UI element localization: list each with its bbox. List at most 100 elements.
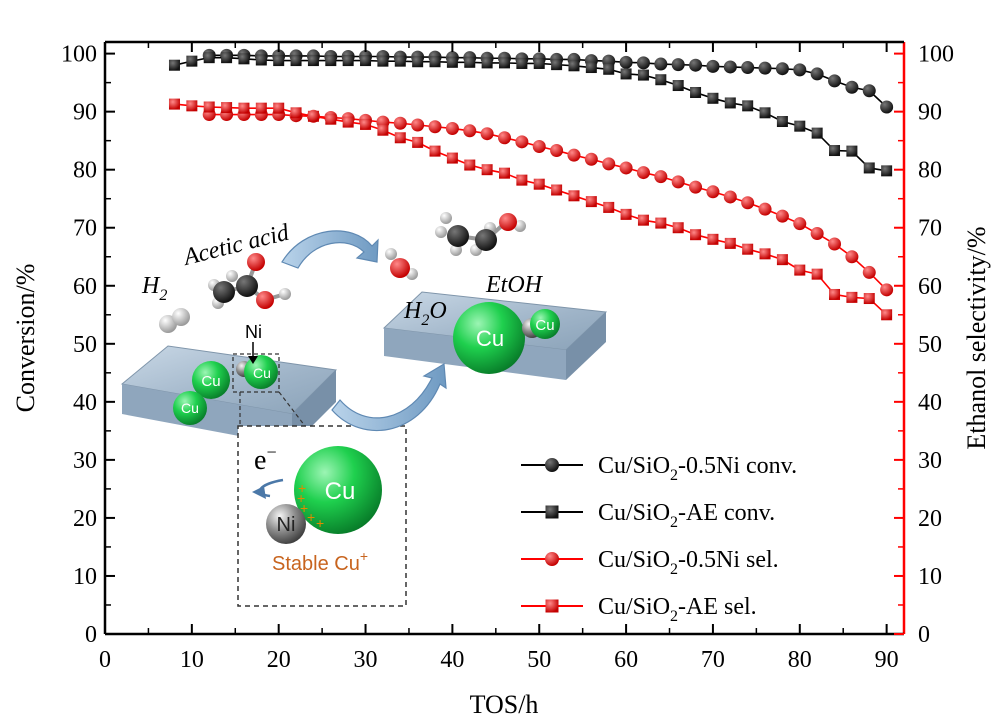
data-point bbox=[412, 136, 424, 148]
data-point bbox=[584, 152, 598, 166]
x-tick-label: 40 bbox=[440, 647, 464, 673]
data-point bbox=[602, 157, 616, 171]
data-point bbox=[828, 74, 842, 88]
data-point bbox=[445, 121, 459, 135]
data-point bbox=[862, 265, 876, 279]
h2-molecule bbox=[159, 308, 190, 333]
data-point bbox=[811, 268, 823, 280]
h2o-label: H2O bbox=[403, 298, 447, 329]
data-point bbox=[881, 165, 893, 177]
data-point bbox=[811, 127, 823, 139]
data-point bbox=[238, 53, 250, 65]
legend-entry: Cu/SiO2-AE conv. bbox=[521, 500, 775, 531]
data-point bbox=[758, 202, 772, 216]
data-point bbox=[846, 291, 858, 303]
zoom-box-small bbox=[232, 353, 280, 393]
cu-particle bbox=[453, 302, 525, 374]
svg-text:Ni: Ni bbox=[277, 514, 296, 536]
data-point bbox=[775, 209, 789, 223]
data-point bbox=[498, 131, 511, 145]
data-point bbox=[724, 237, 736, 249]
data-point bbox=[775, 62, 789, 76]
data-point bbox=[863, 162, 875, 174]
data-point bbox=[533, 178, 545, 190]
y-axis-title-right: Ethanol selectivity/% bbox=[962, 226, 991, 449]
svg-text:+: + bbox=[298, 480, 306, 496]
legend-entry: Cu/SiO2-0.5Ni conv. bbox=[521, 453, 797, 484]
data-point bbox=[412, 56, 424, 68]
y-right-tick-label: 80 bbox=[918, 158, 942, 184]
data-point bbox=[342, 116, 354, 128]
data-point bbox=[464, 56, 476, 68]
y-right-tick-label: 30 bbox=[918, 448, 942, 474]
data-point bbox=[516, 174, 528, 186]
y-tick-label: 30 bbox=[73, 448, 97, 474]
data-point bbox=[568, 60, 580, 72]
svg-text:Cu: Cu bbox=[181, 400, 199, 416]
data-point bbox=[568, 190, 580, 202]
data-point bbox=[464, 159, 476, 171]
series-1 bbox=[202, 48, 894, 114]
data-point bbox=[360, 55, 372, 67]
data-point bbox=[307, 110, 319, 122]
y-right-tick-label: 0 bbox=[918, 622, 930, 648]
data-point bbox=[342, 55, 354, 67]
data-point bbox=[516, 57, 528, 69]
data-point bbox=[360, 118, 372, 130]
cu-particle bbox=[192, 361, 230, 399]
legend: Cu/SiO2-0.5Ni conv. Cu/SiO2-AE conv. Cu/Si… bbox=[521, 453, 797, 625]
acetic-acid-molecule bbox=[208, 253, 291, 309]
data-point bbox=[741, 61, 755, 75]
data-point bbox=[273, 102, 285, 114]
y-tick-label: 10 bbox=[73, 564, 97, 590]
svg-text:Cu: Cu bbox=[535, 317, 554, 334]
data-point bbox=[429, 145, 441, 157]
data-point bbox=[723, 60, 737, 74]
data-point bbox=[724, 97, 736, 109]
data-point bbox=[880, 283, 894, 297]
series-4 bbox=[168, 98, 893, 321]
y-right-tick-label: 70 bbox=[918, 216, 942, 242]
x-tick-label: 10 bbox=[180, 647, 204, 673]
data-point bbox=[672, 80, 684, 92]
data-point bbox=[585, 196, 597, 208]
data-point bbox=[515, 135, 529, 149]
reaction-arrow-top bbox=[281, 230, 379, 269]
data-point bbox=[255, 102, 267, 114]
series-2 bbox=[168, 52, 893, 177]
y-tick-label: 100 bbox=[61, 42, 97, 68]
data-point bbox=[672, 222, 684, 234]
data-point bbox=[411, 118, 425, 132]
x-tick-label: 70 bbox=[701, 647, 725, 673]
data-point bbox=[394, 132, 406, 144]
reaction-arrow-bottom bbox=[331, 362, 447, 432]
data-point bbox=[828, 237, 842, 251]
y-right-tick-label: 90 bbox=[918, 100, 942, 126]
y-right-tick-label: 50 bbox=[918, 332, 942, 358]
stable-cu-label: Stable Cu+ bbox=[272, 548, 368, 575]
x-tick-label: 30 bbox=[354, 647, 378, 673]
data-point bbox=[203, 101, 215, 113]
x-tick-label: 90 bbox=[875, 647, 899, 673]
data-point bbox=[776, 116, 788, 128]
data-point bbox=[238, 102, 250, 114]
legend-marker bbox=[545, 458, 559, 472]
data-point bbox=[707, 92, 719, 104]
y-tick-label: 80 bbox=[73, 158, 97, 184]
data-point bbox=[655, 217, 667, 229]
legend-marker bbox=[545, 552, 559, 566]
legend-entry: Cu/SiO2-AE sel. bbox=[521, 594, 757, 625]
data-point bbox=[741, 196, 755, 210]
data-point bbox=[620, 68, 632, 80]
legend-label: Cu/SiO2-AE conv. bbox=[598, 500, 775, 531]
water-molecule bbox=[385, 248, 418, 280]
ni-label: Ni bbox=[245, 322, 262, 342]
plot-area bbox=[168, 48, 894, 321]
data-point bbox=[776, 254, 788, 266]
data-point bbox=[168, 98, 180, 110]
ni-particle-large bbox=[266, 504, 306, 544]
etoh-label: EtOH bbox=[485, 272, 544, 298]
data-point bbox=[603, 63, 615, 75]
y-tick-label: 50 bbox=[73, 332, 97, 358]
svg-text:+: + bbox=[300, 500, 308, 516]
